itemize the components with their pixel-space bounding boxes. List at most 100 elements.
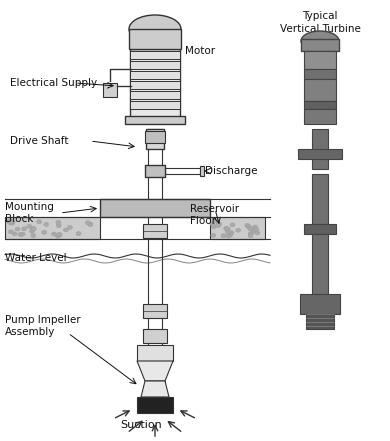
Bar	[137, 345, 173, 361]
Bar	[304, 79, 336, 101]
Ellipse shape	[254, 228, 259, 232]
Text: Typical
Vertical Turbine
Pump: Typical Vertical Turbine Pump	[280, 11, 360, 47]
Ellipse shape	[22, 227, 27, 231]
Bar	[143, 329, 167, 343]
Ellipse shape	[223, 226, 229, 230]
Ellipse shape	[20, 232, 25, 236]
Bar	[304, 51, 336, 69]
Text: Motor: Motor	[185, 46, 215, 56]
Bar	[165, 168, 200, 174]
Bar	[129, 29, 181, 49]
Ellipse shape	[87, 222, 92, 226]
Ellipse shape	[129, 15, 181, 43]
Bar	[137, 397, 173, 413]
Ellipse shape	[63, 228, 68, 232]
Bar	[103, 83, 117, 97]
Ellipse shape	[246, 225, 251, 229]
Ellipse shape	[248, 226, 253, 230]
Ellipse shape	[31, 227, 35, 231]
Text: Water Level: Water Level	[5, 253, 67, 263]
Ellipse shape	[51, 232, 57, 236]
Bar	[130, 71, 180, 79]
Ellipse shape	[42, 230, 47, 234]
Ellipse shape	[56, 224, 61, 228]
Ellipse shape	[216, 222, 222, 226]
Ellipse shape	[56, 220, 61, 224]
Ellipse shape	[30, 229, 35, 233]
Bar	[304, 109, 336, 124]
Ellipse shape	[227, 233, 232, 237]
Polygon shape	[141, 381, 169, 397]
Ellipse shape	[7, 220, 12, 224]
Ellipse shape	[211, 233, 216, 237]
Ellipse shape	[301, 31, 339, 51]
Ellipse shape	[236, 228, 241, 232]
Bar	[100, 199, 210, 217]
Text: Drive Shaft: Drive Shaft	[10, 136, 69, 146]
Bar	[130, 61, 180, 69]
Bar	[130, 51, 180, 59]
Bar	[312, 234, 328, 294]
Text: Suction: Suction	[120, 420, 162, 430]
Ellipse shape	[10, 220, 15, 224]
Bar	[300, 294, 340, 314]
Bar	[312, 129, 328, 169]
Bar	[306, 314, 334, 329]
Ellipse shape	[251, 229, 256, 233]
Ellipse shape	[248, 234, 253, 238]
Bar	[298, 149, 342, 159]
Bar	[130, 101, 180, 109]
Text: Pump Impeller
Assembly: Pump Impeller Assembly	[5, 315, 81, 337]
Ellipse shape	[248, 227, 253, 231]
Ellipse shape	[9, 230, 13, 234]
Ellipse shape	[225, 230, 230, 234]
Ellipse shape	[245, 223, 250, 228]
Bar	[312, 174, 328, 224]
Ellipse shape	[9, 221, 14, 225]
Polygon shape	[137, 361, 173, 381]
Bar	[304, 69, 336, 79]
Bar	[143, 304, 167, 318]
Bar	[145, 131, 165, 143]
Ellipse shape	[15, 227, 20, 231]
Text: Electrical Supply: Electrical Supply	[10, 78, 97, 88]
Text: Reservoir
Floor: Reservoir Floor	[190, 204, 239, 226]
Ellipse shape	[225, 227, 230, 231]
Ellipse shape	[18, 232, 23, 236]
Ellipse shape	[253, 225, 258, 229]
Ellipse shape	[31, 233, 36, 237]
Bar	[125, 116, 185, 124]
Ellipse shape	[211, 225, 216, 229]
Ellipse shape	[216, 224, 220, 228]
Bar	[304, 224, 336, 234]
Ellipse shape	[248, 232, 253, 236]
Text: Discharge: Discharge	[205, 166, 257, 176]
Ellipse shape	[31, 227, 36, 231]
Ellipse shape	[221, 234, 226, 238]
Bar	[200, 166, 204, 176]
Ellipse shape	[6, 220, 11, 224]
Ellipse shape	[213, 219, 218, 223]
Bar	[301, 39, 339, 51]
Ellipse shape	[27, 224, 32, 228]
Bar	[148, 129, 162, 361]
Ellipse shape	[67, 225, 73, 229]
Ellipse shape	[210, 222, 215, 226]
Ellipse shape	[44, 222, 49, 226]
Ellipse shape	[76, 232, 81, 235]
Ellipse shape	[255, 231, 260, 235]
Bar	[5, 217, 100, 239]
Ellipse shape	[57, 233, 62, 237]
Ellipse shape	[229, 231, 234, 235]
Ellipse shape	[12, 232, 17, 236]
Ellipse shape	[57, 232, 62, 236]
Ellipse shape	[88, 223, 93, 227]
Ellipse shape	[37, 220, 42, 224]
Bar	[130, 91, 180, 99]
Bar	[304, 101, 336, 109]
Bar	[143, 224, 167, 238]
Ellipse shape	[226, 234, 231, 238]
Bar	[145, 165, 165, 177]
Ellipse shape	[85, 220, 90, 224]
Bar	[130, 49, 180, 119]
